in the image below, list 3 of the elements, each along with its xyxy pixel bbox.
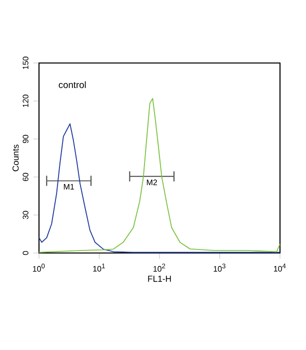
y-axis-title: Counts [12, 144, 19, 172]
x-axis-title: FL1-H [148, 276, 171, 282]
annotation: control [58, 81, 86, 88]
